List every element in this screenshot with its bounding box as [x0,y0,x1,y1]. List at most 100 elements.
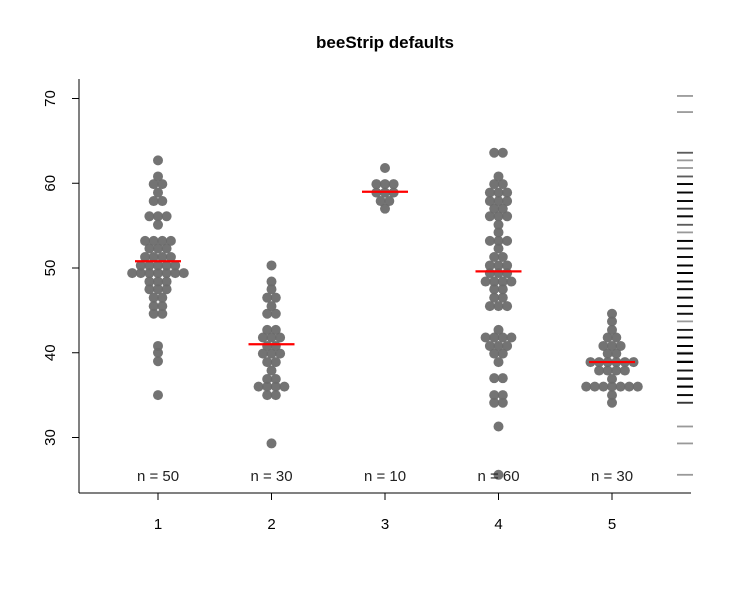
data-point [489,292,500,303]
data-point [153,219,163,230]
data-point [493,171,504,182]
data-point [140,251,151,262]
data-point [493,243,504,254]
data-point [144,268,155,279]
data-point [497,251,508,262]
data-point [594,365,605,376]
data-point [257,348,268,359]
data-point [153,356,163,367]
y-tick-label: 70 [42,90,59,107]
data-point [275,332,286,343]
data-point [161,268,172,279]
data-point [489,284,500,295]
data-point [262,292,273,303]
data-point [148,292,159,303]
data-point [480,332,491,343]
data-point [144,284,155,295]
x-tick-label: 4 [494,516,502,533]
data-point [157,301,168,312]
data-point [502,301,513,312]
data-point [388,179,399,190]
group-count-label: n = 30 [591,468,633,485]
data-point [270,374,281,385]
y-tick-label: 60 [42,175,59,192]
data-point [144,243,155,254]
data-point [484,301,495,312]
data-point [484,235,495,246]
data-point [493,421,504,432]
data-point [262,390,273,401]
data-point [489,203,500,214]
data-point [502,196,513,207]
data-point [270,308,281,319]
data-point [607,390,617,401]
data-point [170,268,181,279]
data-point [153,243,163,254]
data-point [497,276,508,287]
data-point [607,381,617,392]
y-tick-label: 30 [42,429,59,446]
x-tick-label: 3 [381,516,389,533]
data-point [380,203,390,214]
data-point [270,381,281,392]
data-point [161,260,172,271]
data-point [157,179,168,190]
chart-title: beeStrip defaults [316,33,454,52]
data-point [253,381,264,392]
data-point [157,308,168,319]
data-point [589,381,600,392]
data-point [489,276,500,287]
data-point [170,260,181,271]
data-point [144,260,155,271]
data-point [497,397,508,408]
data-point [262,324,273,335]
data-point [148,301,159,312]
data-point [611,348,622,359]
data-point [607,308,617,319]
data-point [270,324,281,335]
data-point [497,284,508,295]
data-point [607,316,617,327]
data-point [602,365,613,376]
data-point [493,219,504,230]
data-point [148,179,159,190]
data-point [153,390,163,401]
data-point [266,348,277,359]
data-point [497,390,508,401]
group-count-labels: n = 50 n = 30 n = 10 n = 60 n = 30 [137,468,633,485]
data-point [266,284,277,295]
data-point [165,235,176,246]
data-point [153,155,163,166]
data-point [611,365,622,376]
data-point [178,268,189,279]
rug-strip [677,95,693,476]
data-points [127,147,643,480]
data-point [270,340,281,351]
data-point [266,301,277,312]
data-point [502,187,513,198]
data-point [270,357,281,368]
data-point [153,340,163,351]
data-point [502,260,513,271]
data-point [484,211,495,222]
data-point [262,374,273,385]
data-point [497,147,508,158]
data-point [493,340,504,351]
data-point [489,332,500,343]
data-point [497,292,508,303]
data-point [266,365,277,376]
group-count-label: n = 50 [137,468,179,485]
data-point [497,373,508,384]
data-point [484,260,495,271]
data-point [380,162,390,173]
data-point [502,340,513,351]
data-point [602,348,613,359]
data-point [493,227,504,238]
data-point [153,276,163,287]
data-point [135,260,146,271]
x-tick-label: 2 [267,516,275,533]
data-point [493,324,504,335]
x-tick-label: 5 [608,516,616,533]
data-point [262,357,273,368]
